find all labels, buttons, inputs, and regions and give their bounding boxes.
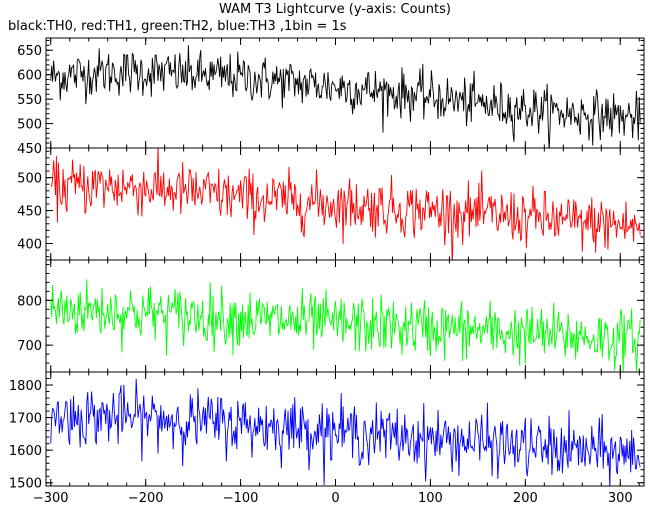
x-tick-label: −300 (33, 491, 69, 505)
x-tick-label: −100 (223, 491, 259, 505)
x-tick-label: 300 (608, 491, 633, 505)
series-th0-line (50, 45, 641, 148)
panels: 450 500 550 600 650 400 450 500 700 800 1500 1600 17… (9, 37, 645, 492)
x-tick-label: 0 (331, 491, 339, 505)
y-tick-label: 800 (17, 294, 42, 309)
y-tick-label: 1800 (9, 379, 42, 394)
panel-th2: 700 800 (17, 259, 645, 373)
x-tick-label: −200 (128, 491, 164, 505)
chart-title: WAM T3 Lightcurve (y-axis: Counts) (219, 2, 451, 17)
x-tick-label: 200 (513, 491, 538, 505)
series-th3-line (50, 378, 641, 486)
y-tick-label: 450 (17, 205, 42, 220)
y-tick-label: 1500 (9, 477, 42, 492)
y-tick-label: 500 (17, 172, 42, 187)
y-tick-label: 550 (17, 93, 42, 108)
y-tick-label: 500 (17, 118, 42, 133)
panel-th0: 450 500 550 600 650 (17, 37, 645, 157)
x-axis: −300 −200 −100 0 100 200 300 (33, 491, 633, 505)
x-tick-label: 100 (418, 491, 443, 505)
series-th2-line (50, 279, 641, 372)
panel-th1: 400 450 500 (17, 147, 645, 261)
y-tick-label: 1600 (9, 444, 42, 459)
y-tick-label: 700 (17, 339, 42, 354)
y-tick-label: 600 (17, 69, 42, 84)
y-tick-label: 400 (17, 238, 42, 253)
y-tick-label: 450 (17, 142, 42, 157)
panel-th3: 1500 1600 1700 1800 (9, 371, 645, 492)
panel-frame (45, 371, 645, 487)
series-th1-line (50, 148, 641, 260)
y-tick-label: 650 (17, 44, 42, 59)
y-tick-label: 1700 (9, 412, 42, 427)
chart-subtitle: black:TH0, red:TH1, green:TH2, blue:TH3 … (8, 19, 347, 34)
